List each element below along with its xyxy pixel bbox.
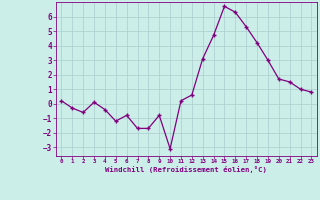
- X-axis label: Windchill (Refroidissement éolien,°C): Windchill (Refroidissement éolien,°C): [106, 166, 267, 173]
